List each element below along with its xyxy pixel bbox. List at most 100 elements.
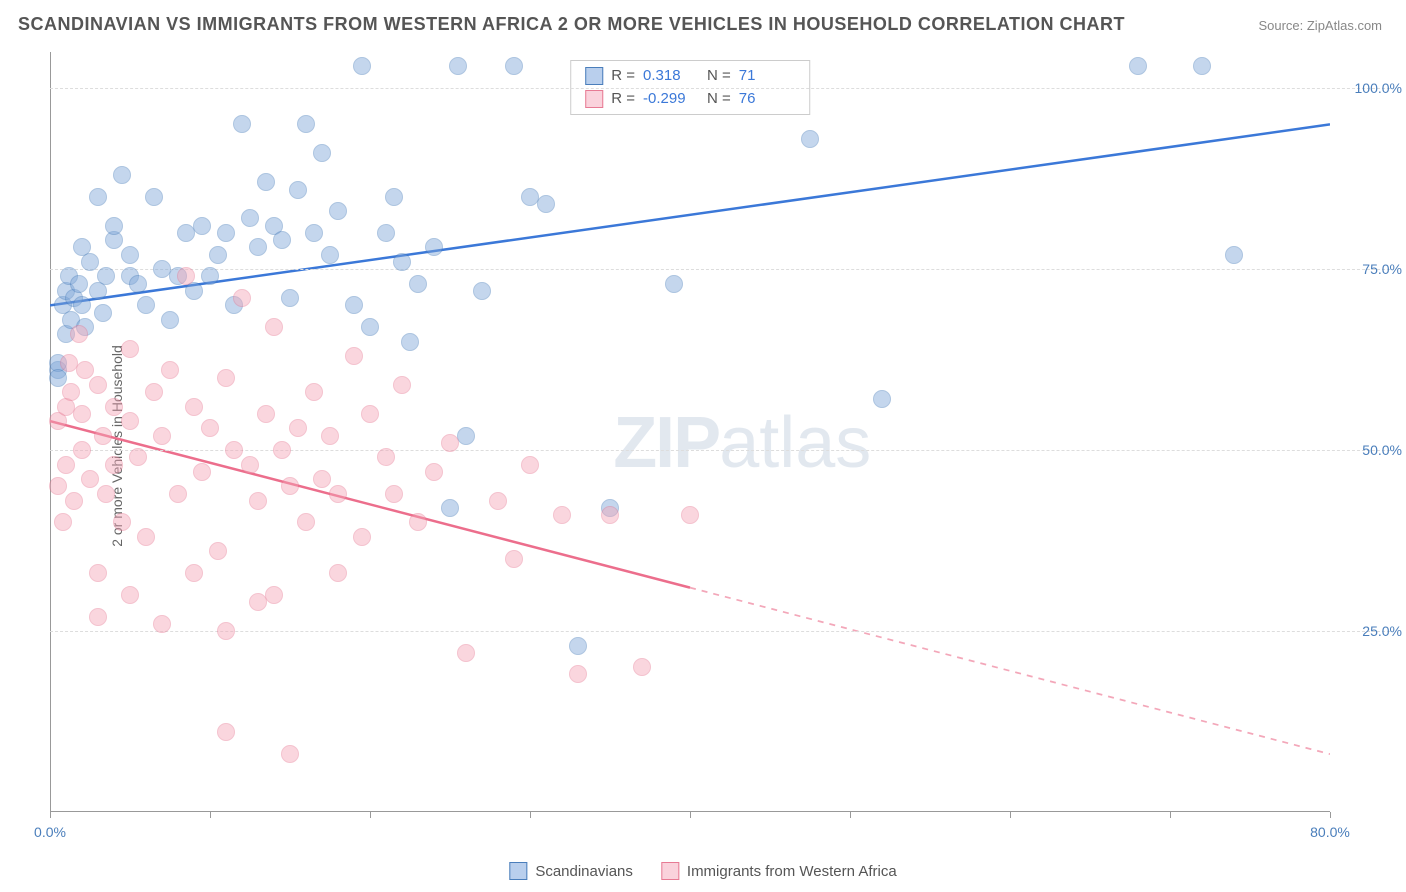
scatter-point-scandinavians [425, 238, 443, 256]
legend-swatch [509, 862, 527, 880]
scatter-point-western_africa [217, 723, 235, 741]
y-axis-line [50, 52, 51, 812]
scatter-point-western_africa [217, 622, 235, 640]
x-tick-label: 0.0% [34, 824, 66, 840]
legend-row: R =0.318N =71 [585, 65, 795, 88]
scatter-point-western_africa [249, 492, 267, 510]
x-tick [690, 812, 691, 818]
y-tick-label: 75.0% [1362, 261, 1402, 277]
x-tick [1010, 812, 1011, 818]
scatter-point-scandinavians [361, 318, 379, 336]
y-tick-label: 100.0% [1355, 80, 1402, 96]
chart-container: SCANDINAVIAN VS IMMIGRANTS FROM WESTERN … [0, 0, 1406, 892]
scatter-point-western_africa [257, 405, 275, 423]
scatter-point-scandinavians [409, 275, 427, 293]
scatter-point-western_africa [57, 456, 75, 474]
x-tick [530, 812, 531, 818]
scatter-point-scandinavians [257, 173, 275, 191]
legend-swatch [661, 862, 679, 880]
y-tick-label: 50.0% [1362, 442, 1402, 458]
scatter-point-scandinavians [441, 499, 459, 517]
scatter-point-western_africa [153, 615, 171, 633]
scatter-point-western_africa [145, 383, 163, 401]
scatter-point-scandinavians [89, 188, 107, 206]
scatter-point-western_africa [97, 485, 115, 503]
scatter-point-scandinavians [94, 304, 112, 322]
scatter-point-western_africa [225, 441, 243, 459]
scatter-point-western_africa [329, 564, 347, 582]
scatter-point-western_africa [281, 745, 299, 763]
x-tick-label: 80.0% [1310, 824, 1350, 840]
scatter-point-scandinavians [665, 275, 683, 293]
scatter-point-western_africa [73, 441, 91, 459]
scatter-point-western_africa [569, 665, 587, 683]
gridline-h [50, 88, 1390, 89]
scatter-point-scandinavians [49, 369, 67, 387]
gridline-h [50, 450, 1390, 451]
scatter-point-western_africa [321, 427, 339, 445]
scatter-point-western_africa [361, 405, 379, 423]
scatter-point-western_africa [113, 513, 131, 531]
scatter-point-western_africa [305, 383, 323, 401]
scatter-point-scandinavians [233, 115, 251, 133]
scatter-point-scandinavians [377, 224, 395, 242]
scatter-point-western_africa [121, 340, 139, 358]
scatter-point-western_africa [201, 419, 219, 437]
scatter-point-scandinavians [1225, 246, 1243, 264]
legend-r-label: R = [611, 88, 635, 111]
scatter-point-western_africa [129, 448, 147, 466]
scatter-point-western_africa [281, 477, 299, 495]
scatter-point-western_africa [209, 542, 227, 560]
trendline-western_africa [50, 421, 690, 587]
scatter-point-western_africa [241, 456, 259, 474]
x-tick [850, 812, 851, 818]
scatter-point-western_africa [441, 434, 459, 452]
watermark-bold: ZIP [613, 403, 719, 483]
scatter-point-scandinavians [249, 238, 267, 256]
scatter-point-western_africa [265, 318, 283, 336]
trendline-dashed-western_africa [690, 588, 1330, 754]
scatter-point-western_africa [89, 608, 107, 626]
x-tick [210, 812, 211, 818]
x-tick [1170, 812, 1171, 818]
scatter-point-scandinavians [273, 231, 291, 249]
scatter-point-western_africa [217, 369, 235, 387]
chart-title: SCANDINAVIAN VS IMMIGRANTS FROM WESTERN … [18, 14, 1125, 35]
scatter-point-western_africa [393, 376, 411, 394]
scatter-point-scandinavians [81, 253, 99, 271]
trendlines-layer [50, 52, 1330, 812]
scatter-point-scandinavians [217, 224, 235, 242]
scatter-point-western_africa [73, 405, 91, 423]
scatter-point-scandinavians [137, 296, 155, 314]
series-legend: ScandinaviansImmigrants from Western Afr… [509, 862, 896, 880]
scatter-point-scandinavians [329, 202, 347, 220]
scatter-point-scandinavians [305, 224, 323, 242]
scatter-point-western_africa [409, 513, 427, 531]
scatter-point-western_africa [457, 644, 475, 662]
scatter-point-western_africa [185, 564, 203, 582]
gridline-h [50, 269, 1390, 270]
legend-n-label: N = [707, 88, 731, 111]
scatter-point-western_africa [289, 419, 307, 437]
scatter-point-scandinavians [1193, 57, 1211, 75]
scatter-point-western_africa [193, 463, 211, 481]
scatter-point-western_africa [161, 361, 179, 379]
scatter-point-western_africa [89, 376, 107, 394]
plot-area: ZIPatlas R =0.318N =71R =-0.299N =76 25.… [50, 52, 1330, 812]
legend-swatch [585, 90, 603, 108]
scatter-point-scandinavians [193, 217, 211, 235]
scatter-point-scandinavians [873, 390, 891, 408]
scatter-point-scandinavians [129, 275, 147, 293]
scatter-point-scandinavians [401, 333, 419, 351]
scatter-point-western_africa [89, 564, 107, 582]
scatter-point-western_africa [425, 463, 443, 481]
scatter-point-scandinavians [537, 195, 555, 213]
watermark-rest: atlas [719, 403, 871, 483]
scatter-point-western_africa [385, 485, 403, 503]
scatter-point-western_africa [70, 325, 88, 343]
series-legend-item: Immigrants from Western Africa [661, 862, 897, 880]
scatter-point-western_africa [329, 485, 347, 503]
legend-row: R =-0.299N =76 [585, 88, 795, 111]
scatter-point-western_africa [62, 383, 80, 401]
scatter-point-western_africa [633, 658, 651, 676]
